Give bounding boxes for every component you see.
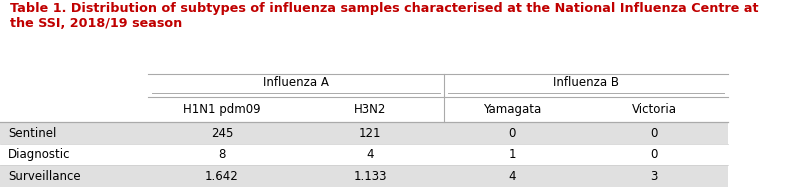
- Text: 1: 1: [508, 148, 516, 161]
- Text: 245: 245: [211, 127, 233, 140]
- Text: H3N2: H3N2: [354, 103, 386, 116]
- Text: 0: 0: [650, 148, 658, 161]
- Text: Table 1. Distribution of subtypes of influenza samples characterised at the Nati: Table 1. Distribution of subtypes of inf…: [10, 2, 758, 30]
- Text: Diagnostic: Diagnostic: [8, 148, 70, 161]
- Text: 1.133: 1.133: [354, 170, 386, 183]
- Text: 3: 3: [650, 170, 658, 183]
- Text: 121: 121: [358, 127, 382, 140]
- Text: Sentinel: Sentinel: [8, 127, 56, 140]
- Text: Influenza B: Influenza B: [553, 76, 619, 89]
- Text: Surveillance: Surveillance: [8, 170, 81, 183]
- Text: Yamagata: Yamagata: [483, 103, 541, 116]
- Text: 0: 0: [650, 127, 658, 140]
- Text: 8: 8: [218, 148, 226, 161]
- Text: Victoria: Victoria: [631, 103, 677, 116]
- Text: 1.642: 1.642: [205, 170, 239, 183]
- Text: 4: 4: [366, 148, 374, 161]
- Text: 0: 0: [508, 127, 516, 140]
- Text: 4: 4: [508, 170, 516, 183]
- Text: Influenza A: Influenza A: [263, 76, 329, 89]
- Text: H1N1 pdm09: H1N1 pdm09: [183, 103, 261, 116]
